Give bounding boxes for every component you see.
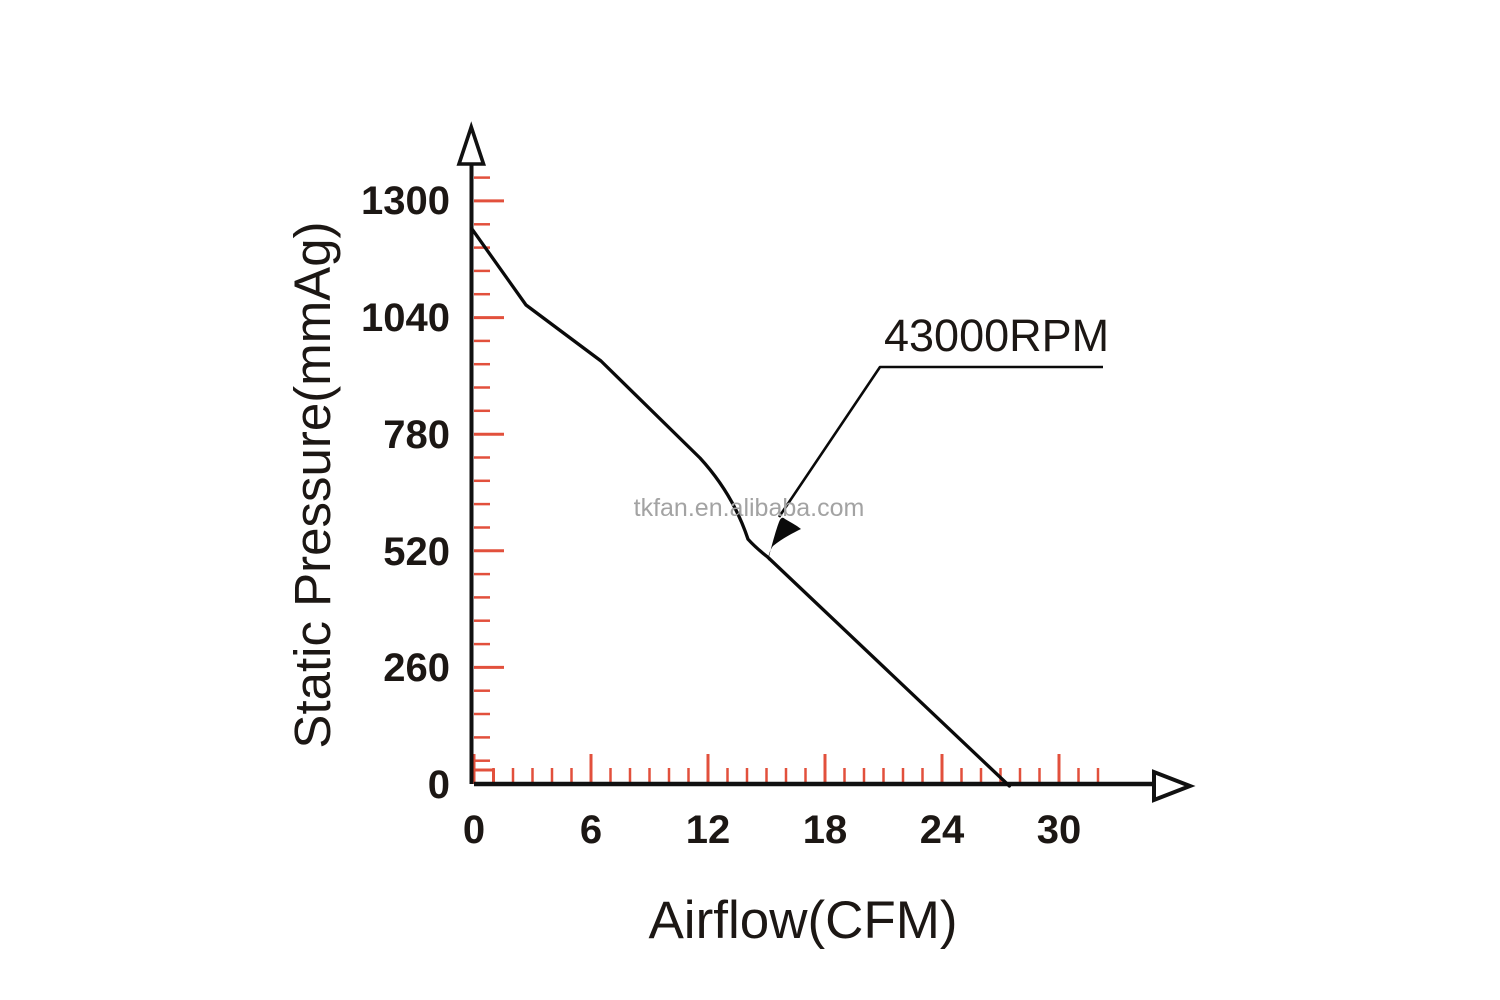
svg-text:1040: 1040 xyxy=(361,296,450,340)
svg-text:tkfan.en.alibaba.com: tkfan.en.alibaba.com xyxy=(634,494,865,522)
svg-text:520: 520 xyxy=(383,530,450,574)
svg-text:30: 30 xyxy=(1037,808,1082,852)
svg-text:780: 780 xyxy=(383,413,450,457)
svg-text:0: 0 xyxy=(428,763,450,807)
svg-text:12: 12 xyxy=(686,808,731,852)
svg-text:0: 0 xyxy=(463,808,485,852)
svg-text:43000RPM: 43000RPM xyxy=(884,310,1109,361)
svg-text:Static Pressure(mmAg): Static Pressure(mmAg) xyxy=(284,221,341,748)
svg-text:1300: 1300 xyxy=(361,179,450,223)
svg-text:6: 6 xyxy=(580,808,602,852)
svg-text:18: 18 xyxy=(803,808,848,852)
svg-text:Airflow(CFM): Airflow(CFM) xyxy=(648,891,957,950)
svg-text:260: 260 xyxy=(383,646,450,690)
svg-text:24: 24 xyxy=(920,808,965,852)
